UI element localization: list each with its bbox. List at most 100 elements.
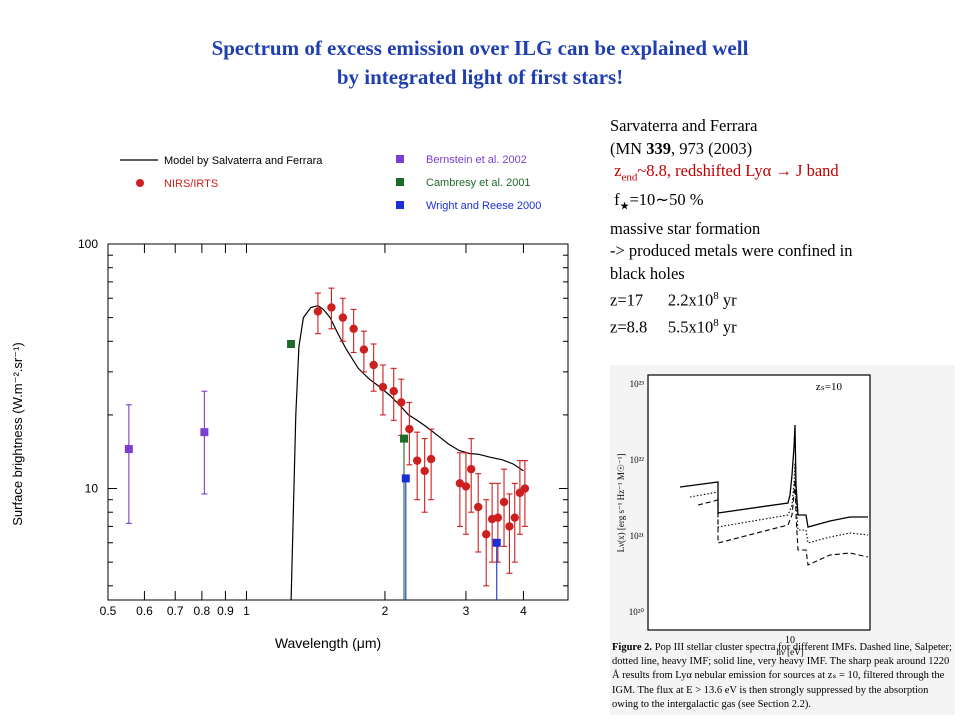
data-point-circle bbox=[359, 345, 369, 354]
data-point-square bbox=[200, 428, 209, 437]
inset-figure: zₛ=10 10²³ 10²² 10²¹ 10²⁰ Lν(x) [erg s⁻¹… bbox=[610, 365, 955, 715]
inset-ytick-20: 10²⁰ bbox=[629, 607, 645, 617]
data-point-circle bbox=[505, 522, 514, 531]
journal-suffix: , 973 (2003) bbox=[670, 138, 753, 158]
data-point-circle bbox=[389, 387, 398, 396]
title-line-2: by integrated light of first stars! bbox=[336, 65, 624, 89]
fraction-text: =10∼50 % bbox=[629, 189, 704, 209]
data-point-circle bbox=[405, 424, 414, 434]
legend-square-swatch bbox=[396, 155, 404, 163]
x-tick-label: 4 bbox=[520, 604, 527, 618]
axis-ticks: 0.5 0.6 0.7 0.8 0.9 1 2 3 4 10 100 bbox=[78, 237, 569, 618]
inset-curve-dotted bbox=[689, 462, 869, 544]
inset-zs-label: zₛ=10 bbox=[816, 381, 843, 393]
inset-xlabel: hν [eV] bbox=[776, 647, 803, 657]
inset-ylabel: Lν(x) [erg s⁻¹ Hz⁻¹ M☉⁻¹] bbox=[616, 454, 626, 553]
data-point-circle bbox=[520, 484, 530, 493]
data-point-square bbox=[401, 474, 410, 483]
data-point-circle bbox=[426, 454, 436, 464]
data-point-circle bbox=[378, 382, 388, 392]
notes-line-z88: z=8.8 5.5x108 yr bbox=[610, 312, 950, 339]
inset-caption: Figure 2. Pop III stellar cluster spectr… bbox=[612, 641, 952, 712]
title-line-1: Spectrum of excess emission over ILG can… bbox=[211, 36, 749, 60]
journal-volume: 339 bbox=[646, 138, 671, 158]
journal-prefix: (MN bbox=[610, 138, 647, 158]
notes-line-fraction: f★=10∼50 % bbox=[610, 189, 950, 218]
y-tick-label: 10 bbox=[85, 482, 99, 496]
x-tick-label: 2 bbox=[382, 604, 389, 618]
z88-text: z=8.8 5.5x10 bbox=[610, 317, 714, 337]
z17-exp: 8 bbox=[713, 290, 719, 303]
spectrum-chart: Model by Salvaterra and Ferrara NIRS/IRTS… bbox=[10, 154, 569, 651]
data-point-square bbox=[399, 434, 408, 443]
inset-ytick-21: 10²¹ bbox=[630, 531, 645, 541]
plot-frame bbox=[107, 243, 569, 601]
notes-line-z17: z=17 2.2x108 yr bbox=[610, 285, 950, 312]
legend-label: Wright and Reese 2000 bbox=[426, 200, 541, 212]
z17-text: z=17 2.2x10 bbox=[610, 290, 714, 310]
y-tick-label: 100 bbox=[78, 237, 98, 251]
data-point-circle bbox=[474, 502, 483, 512]
f-symbol: f bbox=[614, 189, 620, 209]
data-point-circle bbox=[338, 313, 348, 322]
notes-line-blackholes: black holes bbox=[610, 263, 685, 283]
legend-label: NIRS/IRTS bbox=[164, 178, 218, 190]
z88-unit: yr bbox=[718, 317, 737, 337]
data-point-circle bbox=[493, 513, 503, 522]
data-point-circle bbox=[412, 456, 422, 465]
legend-label: Bernstein et al. 2002 bbox=[426, 154, 527, 166]
data-point-circle bbox=[499, 497, 509, 507]
notes-line-metals: -> produced metals were confined in bbox=[610, 241, 853, 261]
chart-legend: Model by Salvaterra and Ferrara NIRS/IRTS… bbox=[120, 154, 541, 212]
notes-line-authors: Sarvaterra and Ferrara bbox=[610, 116, 758, 135]
data-point-circle bbox=[420, 466, 429, 476]
legend-label: Cambresy et al. 2001 bbox=[426, 177, 531, 189]
data-point-circle bbox=[313, 307, 323, 316]
inset-ytick-23: 10²³ bbox=[630, 379, 645, 389]
legend-circle-swatch bbox=[136, 179, 144, 187]
reference-notes: Sarvaterra and Ferrara (MN 339, 973 (200… bbox=[610, 115, 950, 339]
data-point-circle bbox=[510, 513, 519, 522]
star-subscript-icon: ★ bbox=[619, 200, 630, 213]
x-tick-label: 0.7 bbox=[167, 604, 184, 618]
data-point-circle bbox=[467, 464, 476, 474]
data-point-circle bbox=[369, 360, 378, 370]
notes-line-redshift: zend~8.8, redshifted Lyα → J band bbox=[610, 160, 950, 189]
data-point-circle bbox=[349, 324, 358, 333]
model-curve bbox=[290, 304, 524, 601]
data-point-square bbox=[287, 339, 296, 348]
slide-title: Spectrum of excess emission over ILG can… bbox=[0, 34, 960, 92]
inset-curve-dashed bbox=[697, 479, 869, 566]
y-axis-label: Surface brightness (W.m⁻².sr⁻¹) bbox=[10, 342, 25, 525]
legend-square-swatch bbox=[396, 178, 404, 186]
z17-unit: yr bbox=[718, 290, 737, 310]
redshift-text: ~8.8, redshifted Lyα → J band bbox=[637, 161, 839, 180]
notes-line-journal: (MN 339, 973 (2003) bbox=[610, 138, 950, 161]
data-point-circle bbox=[327, 303, 336, 312]
inset-xtick-10: 10 bbox=[785, 635, 795, 646]
x-tick-label: 0.9 bbox=[217, 604, 234, 618]
caption-text: Pop III stellar cluster spectra for diff… bbox=[612, 642, 952, 710]
x-tick-label: 0.6 bbox=[136, 604, 153, 618]
x-tick-label: 3 bbox=[463, 604, 470, 618]
data-point-circle bbox=[397, 398, 406, 407]
x-tick-label: 1 bbox=[243, 604, 250, 618]
data-point-circle bbox=[461, 482, 471, 491]
notes-line-massive: massive star formation bbox=[610, 218, 761, 238]
x-tick-label: 0.5 bbox=[100, 604, 117, 618]
inset-ytick-22: 10²² bbox=[630, 455, 645, 465]
legend-square-swatch bbox=[396, 201, 404, 209]
data-point-square bbox=[124, 445, 133, 454]
inset-curve-solid bbox=[679, 424, 868, 528]
legend-label: Model by Salvaterra and Ferrara bbox=[164, 155, 323, 167]
data-point-square bbox=[492, 538, 501, 547]
caption-label: Figure 2. bbox=[612, 642, 653, 653]
z-symbol: z bbox=[614, 161, 622, 180]
x-axis-label: Wavelength (μm) bbox=[275, 635, 381, 651]
data-point-circle bbox=[481, 530, 491, 539]
z88-exp: 8 bbox=[713, 317, 719, 330]
inset-frame bbox=[647, 374, 871, 631]
x-tick-label: 0.8 bbox=[194, 604, 211, 618]
z-subscript: end bbox=[621, 171, 638, 184]
chart-series bbox=[124, 287, 530, 601]
